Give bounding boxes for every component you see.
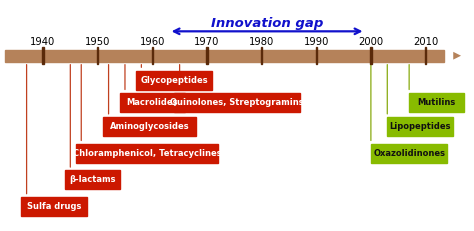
Text: Lipopeptides: Lipopeptides — [389, 122, 451, 131]
Text: Quinolones, Streptogramins: Quinolones, Streptogramins — [170, 98, 304, 107]
Text: 2010: 2010 — [413, 37, 438, 47]
Bar — [316, 47, 317, 64]
Text: 1970: 1970 — [194, 37, 219, 47]
Text: Glycopeptides: Glycopeptides — [140, 76, 208, 85]
Bar — [119, 93, 185, 112]
Text: Mutilins: Mutilins — [417, 98, 456, 107]
Bar — [5, 50, 444, 62]
Text: Innovation gap: Innovation gap — [211, 17, 323, 30]
Bar — [65, 170, 119, 189]
Bar — [370, 47, 372, 64]
Bar — [174, 93, 300, 112]
Bar — [371, 144, 447, 163]
Bar — [206, 47, 208, 64]
Bar — [425, 47, 426, 64]
Bar — [152, 47, 153, 64]
Text: Macrolides: Macrolides — [127, 98, 178, 107]
Text: 1950: 1950 — [85, 37, 110, 47]
Text: Sulfa drugs: Sulfa drugs — [27, 202, 81, 211]
Bar — [261, 47, 262, 64]
Text: Oxazolidinones: Oxazolidinones — [373, 149, 445, 158]
Text: 2000: 2000 — [358, 37, 383, 47]
Bar — [21, 197, 87, 216]
Text: 1940: 1940 — [30, 37, 55, 47]
Text: 1960: 1960 — [140, 37, 165, 47]
Text: β-lactams: β-lactams — [69, 175, 116, 184]
Bar — [387, 117, 453, 136]
Bar — [409, 93, 464, 112]
Bar — [103, 117, 196, 136]
Bar — [136, 71, 212, 90]
Text: 1990: 1990 — [303, 37, 329, 47]
Text: Chloramphenicol, Tetracyclines: Chloramphenicol, Tetracyclines — [73, 149, 221, 158]
Bar — [97, 47, 98, 64]
Bar — [42, 47, 44, 64]
Text: Aminoglycosides: Aminoglycosides — [110, 122, 190, 131]
Text: 1980: 1980 — [249, 37, 274, 47]
Bar — [76, 144, 218, 163]
